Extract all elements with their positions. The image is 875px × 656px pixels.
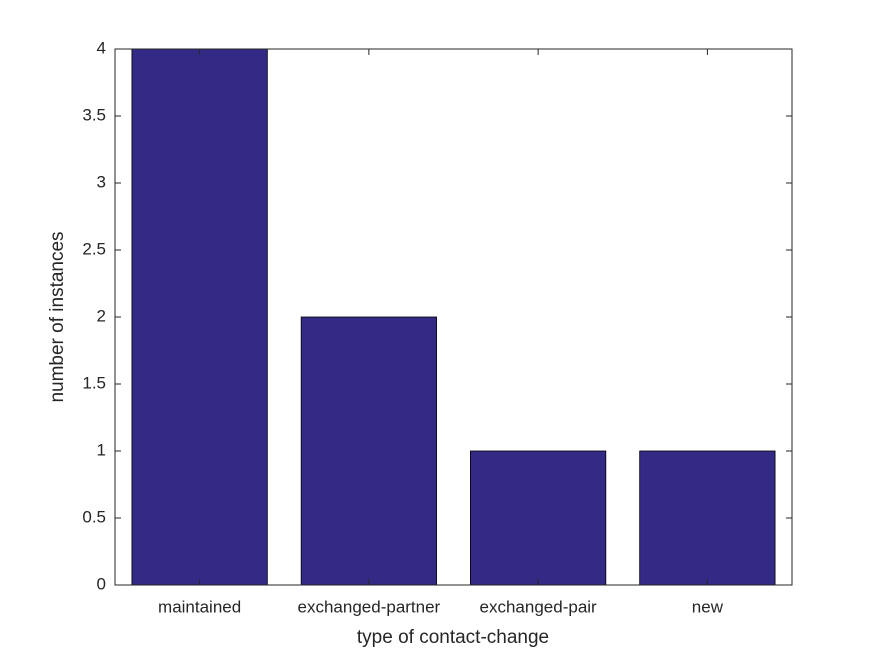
x-tick-label: new bbox=[692, 597, 724, 616]
x-tick-label: exchanged-partner bbox=[298, 597, 441, 616]
y-axis-label: number of instances bbox=[47, 231, 68, 402]
bar bbox=[131, 48, 268, 586]
y-tick-label: 3.5 bbox=[82, 105, 106, 124]
bar bbox=[470, 450, 607, 586]
y-tick-label: 0 bbox=[97, 574, 106, 593]
y-tick-label: 1 bbox=[97, 440, 106, 459]
y-tick-label: 3 bbox=[97, 172, 106, 191]
y-tick-label: 4 bbox=[97, 38, 106, 57]
axes-box bbox=[114, 48, 793, 586]
x-tick-label: exchanged-pair bbox=[480, 597, 598, 616]
y-tick-label: 2.5 bbox=[82, 239, 106, 258]
x-tick-label: maintained bbox=[158, 597, 241, 616]
bar bbox=[300, 316, 437, 586]
y-tick-label: 2 bbox=[97, 306, 106, 325]
y-tick-label: 1.5 bbox=[82, 373, 106, 392]
x-axis-label: type of contact-change bbox=[357, 627, 549, 648]
bar bbox=[639, 450, 776, 586]
y-tick-label: 0.5 bbox=[82, 507, 106, 526]
